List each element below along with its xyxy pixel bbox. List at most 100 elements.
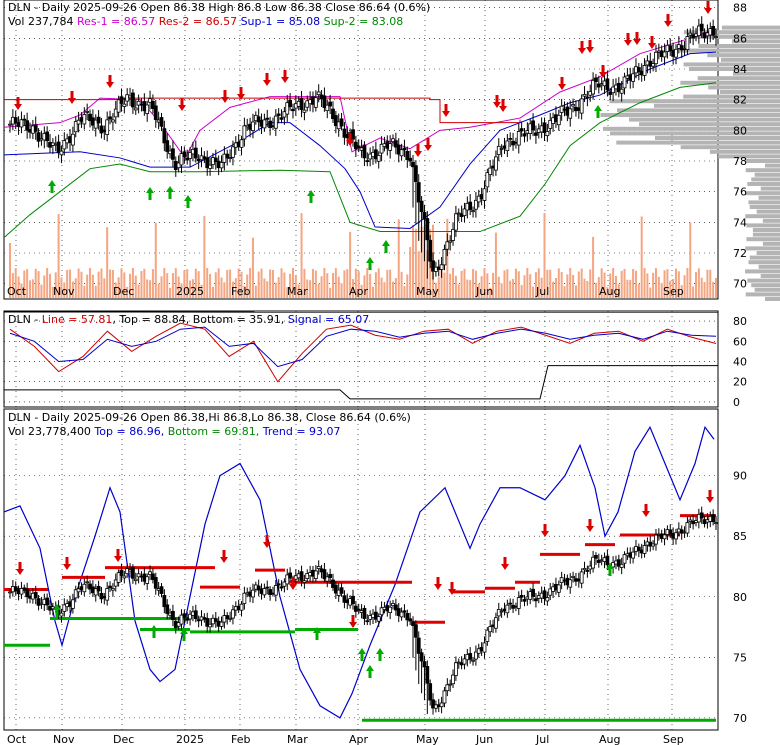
volume-profile-bar [688,67,780,71]
volume-bar [154,222,157,298]
volume-bar [646,273,649,298]
candle-body [545,131,550,137]
volume-profile-bar [747,182,780,186]
candle-body [413,165,418,182]
volume-bar [715,277,717,298]
sell-arrow [263,535,271,548]
volume-bar [569,268,572,298]
sell-arrow [586,519,594,532]
volume-profile-bar [765,297,780,301]
candle-body [471,210,475,213]
volume-bar [180,283,183,298]
candle-body [699,512,704,519]
candle-body [339,587,344,594]
volume-bar [46,268,49,298]
volume-bar [309,280,312,298]
bottom-panel-frame [3,408,719,731]
candle-body [408,618,413,622]
candle-body [622,554,627,564]
volume-bar [177,276,180,298]
candle-body [145,576,150,584]
candle-body [508,602,513,605]
candle-body [393,140,398,148]
candle-body [428,239,433,262]
candle-body [596,559,601,563]
volume-bar [129,273,132,298]
x-tick-label: Sep [663,285,684,298]
volume-bar [197,271,200,298]
volume-bar [663,270,666,298]
candle-body [393,604,398,611]
volume-bar [137,284,140,298]
bottom-band-line [4,365,718,400]
volume-profile-bar [719,90,780,94]
volume-profile-bar [756,209,780,214]
candle-body [99,592,104,600]
candle-body [388,606,393,613]
header-segment: Top = 88.84 [118,313,185,326]
candle-body [451,674,455,685]
x-tick-label: 2025 [176,733,204,745]
volume-bar [683,275,686,298]
candle-body [711,26,716,36]
sell-arrow [281,70,289,83]
candle-body [93,119,98,129]
bottom-panel: 70 75 80 85 90 Oct Nov Dec 2025 Feb Mar Apr May Jun J… [3,408,747,745]
candle-body [451,229,455,241]
candle-body [594,77,598,83]
volume-profile-bar [745,191,780,196]
candle-body [13,117,18,124]
volume-bar [320,276,323,298]
buy-arrow [150,625,158,638]
candle-body [631,551,636,559]
volume-profile-bar [745,269,780,274]
volume-bar [94,285,97,298]
candle-body [193,610,198,620]
candle-body [376,155,381,162]
volume-bar [669,280,672,298]
volume-bar [254,285,257,298]
candle-body [325,576,330,582]
volume-bar [583,278,586,298]
candle-body [508,137,513,140]
volume-profile-bar [680,80,780,85]
volume-profile-bar [762,241,780,246]
y-tick-label: 90 [733,470,747,483]
y-tick-label: 0 [733,396,740,409]
sell-arrow [586,40,594,53]
volume-bar [620,270,623,298]
x-tick-label: Dec [113,285,134,298]
candle-body [265,117,270,120]
volume-bar [677,271,680,298]
x-tick-label: May [416,733,439,745]
candle-body [674,532,678,540]
y-tick-label: 80 [733,124,747,137]
buy-arrow [358,648,366,661]
volume-bar [477,283,480,298]
candle-body [219,621,224,627]
volume-profile-bar [610,131,780,136]
volume-bar [526,268,529,298]
volume-bar [629,279,632,298]
x-tick-label: Aug [599,285,620,298]
volume-profile-bar [609,99,780,104]
candle-body [505,140,510,152]
volume-bar [434,282,437,298]
bottom-panel-header-line2: Vol 23,778,400 Top = 86.96, Bottom = 69.… [8,425,341,438]
buy-arrow [606,563,614,576]
volume-bar [206,268,209,298]
volume-bar [580,268,583,298]
volume-profile-bar [683,30,780,35]
y-tick-label: 84 [733,63,747,76]
candle-body [373,149,378,160]
volume-profile-bar [758,195,780,200]
candle-body [56,141,61,154]
candle-body [431,699,435,709]
candle-body [605,78,610,91]
volume-bar [406,274,409,298]
sell-arrow [263,73,271,86]
volume-bar [226,269,229,298]
volume-bar [229,269,232,298]
candle-body [131,566,135,579]
volume-profile-bar [758,264,780,269]
